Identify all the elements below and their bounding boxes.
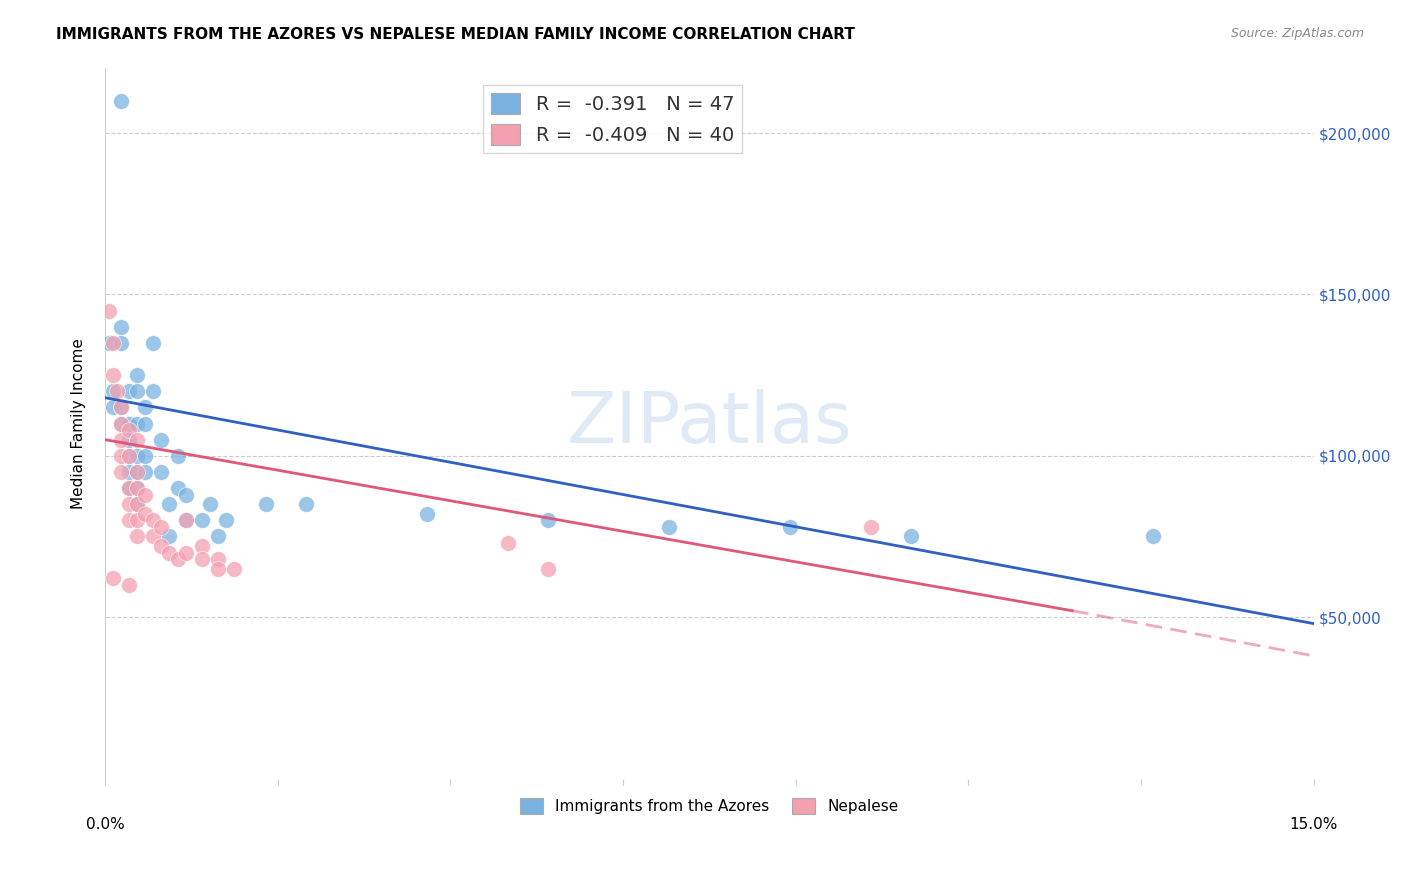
Point — [150, 520, 173, 534]
Point — [110, 335, 132, 350]
Point — [254, 497, 277, 511]
Point — [295, 497, 318, 511]
Point — [118, 417, 141, 431]
Point — [190, 552, 212, 566]
Legend: Immigrants from the Azores, Nepalese: Immigrants from the Azores, Nepalese — [515, 792, 905, 821]
Text: ZIPatlas: ZIPatlas — [567, 389, 852, 458]
Point — [110, 417, 132, 431]
Point — [110, 465, 132, 479]
Point — [207, 562, 229, 576]
Point — [110, 401, 132, 415]
Point — [127, 529, 149, 543]
Point — [127, 481, 149, 495]
Point — [174, 546, 197, 560]
Point — [127, 465, 149, 479]
Point — [110, 449, 132, 463]
Point — [496, 536, 519, 550]
Point — [118, 433, 141, 447]
Point — [127, 465, 149, 479]
Point — [110, 319, 132, 334]
Point — [207, 529, 229, 543]
Point — [118, 423, 141, 437]
Point — [150, 465, 173, 479]
Text: IMMIGRANTS FROM THE AZORES VS NEPALESE MEDIAN FAMILY INCOME CORRELATION CHART: IMMIGRANTS FROM THE AZORES VS NEPALESE M… — [56, 27, 855, 42]
Point — [101, 384, 124, 399]
Point — [222, 562, 245, 576]
Point — [198, 497, 221, 511]
Point — [174, 513, 197, 527]
Point — [101, 368, 124, 383]
Point — [142, 335, 165, 350]
Point — [105, 384, 128, 399]
Point — [127, 497, 149, 511]
Point — [101, 401, 124, 415]
Point — [159, 546, 181, 560]
Point — [900, 529, 922, 543]
Point — [658, 520, 681, 534]
Point — [134, 417, 156, 431]
Point — [110, 433, 132, 447]
Point — [127, 433, 149, 447]
Point — [118, 481, 141, 495]
Point — [142, 529, 165, 543]
Text: 0.0%: 0.0% — [86, 817, 124, 832]
Point — [166, 552, 188, 566]
Point — [127, 497, 149, 511]
Point — [779, 520, 801, 534]
Point — [537, 562, 560, 576]
Point — [166, 449, 188, 463]
Point — [98, 335, 121, 350]
Point — [134, 465, 156, 479]
Point — [118, 578, 141, 592]
Point — [110, 417, 132, 431]
Point — [110, 94, 132, 108]
Point — [127, 384, 149, 399]
Point — [859, 520, 882, 534]
Point — [1142, 529, 1164, 543]
Point — [190, 539, 212, 553]
Point — [118, 513, 141, 527]
Point — [207, 552, 229, 566]
Point — [537, 513, 560, 527]
Point — [134, 487, 156, 501]
Point — [142, 513, 165, 527]
Point — [98, 303, 121, 318]
Point — [127, 513, 149, 527]
Point — [134, 507, 156, 521]
Point — [118, 384, 141, 399]
Point — [118, 497, 141, 511]
Point — [159, 497, 181, 511]
Point — [110, 401, 132, 415]
Point — [142, 384, 165, 399]
Point — [174, 487, 197, 501]
Point — [127, 449, 149, 463]
Point — [134, 449, 156, 463]
Text: Source: ZipAtlas.com: Source: ZipAtlas.com — [1230, 27, 1364, 40]
Point — [159, 529, 181, 543]
Point — [127, 417, 149, 431]
Point — [101, 571, 124, 585]
Text: 15.0%: 15.0% — [1289, 817, 1339, 832]
Point — [190, 513, 212, 527]
Point — [127, 368, 149, 383]
Point — [416, 507, 439, 521]
Point — [118, 481, 141, 495]
Point — [118, 449, 141, 463]
Point — [215, 513, 238, 527]
Point — [150, 433, 173, 447]
Point — [166, 481, 188, 495]
Point — [118, 449, 141, 463]
Y-axis label: Median Family Income: Median Family Income — [72, 338, 86, 509]
Point — [174, 513, 197, 527]
Point — [127, 481, 149, 495]
Point — [101, 335, 124, 350]
Point — [150, 539, 173, 553]
Point — [134, 401, 156, 415]
Point — [118, 465, 141, 479]
